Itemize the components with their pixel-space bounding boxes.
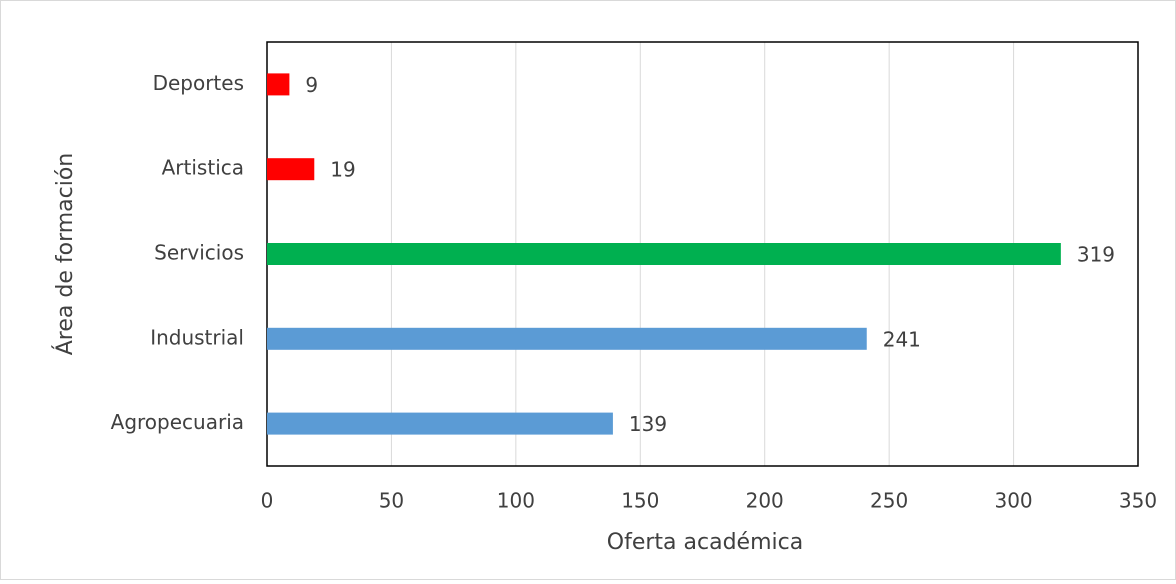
- y-tick-label: Industrial: [150, 325, 244, 349]
- data-label: 9: [305, 73, 318, 97]
- data-label: 19: [330, 158, 355, 182]
- x-tick-label: 250: [870, 489, 908, 513]
- bar: [267, 73, 290, 96]
- bar: [267, 327, 867, 350]
- x-tick-label: 350: [1119, 489, 1157, 513]
- data-label: 319: [1077, 243, 1115, 267]
- x-tick-label: 50: [379, 489, 404, 513]
- bar: [267, 158, 315, 181]
- data-label: 139: [629, 412, 667, 436]
- data-label: 241: [883, 327, 921, 351]
- y-tick-label: Servicios: [154, 241, 244, 265]
- y-tick-label: Agropecuaria: [111, 410, 244, 434]
- y-tick-label: Deportes: [153, 71, 244, 95]
- bar: [267, 412, 613, 435]
- x-tick-label: 200: [746, 489, 784, 513]
- y-tick-label: Artistica: [162, 156, 244, 180]
- bar: [267, 243, 1061, 265]
- x-tick-label: 300: [994, 489, 1032, 513]
- x-tick-label: 100: [497, 489, 535, 513]
- y-axis-title: Área de formación: [52, 153, 78, 356]
- x-tick-label: 150: [621, 489, 659, 513]
- x-axis-title: Oferta académica: [607, 530, 803, 555]
- x-tick-label: 0: [261, 489, 274, 513]
